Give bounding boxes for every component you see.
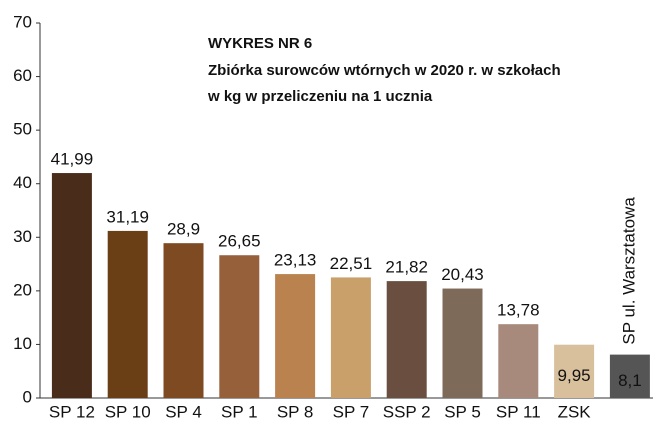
bar (330, 277, 371, 398)
bar (219, 255, 260, 398)
bar (386, 281, 427, 398)
value-label: 21,82 (385, 258, 428, 277)
bar (51, 173, 92, 398)
bar (163, 243, 204, 398)
x-tick-label: SSP 2 (383, 402, 431, 421)
y-tick-label: 70 (13, 12, 32, 31)
value-label: 8,1 (618, 371, 642, 390)
value-label: 13,78 (497, 301, 540, 320)
bar (107, 230, 148, 398)
bar (442, 288, 483, 398)
value-label: 9,95 (558, 366, 591, 385)
x-tick-label: SP 11 (496, 402, 541, 421)
bar (554, 344, 595, 398)
x-tick-label: ZSK (558, 402, 592, 421)
y-tick-label: 50 (13, 120, 32, 139)
x-tick-label: SP 7 (333, 402, 370, 421)
x-tick-label: SP 1 (221, 402, 258, 421)
y-tick-label: 60 (13, 66, 32, 85)
x-tick-label: SP 8 (277, 402, 314, 421)
bar (275, 274, 316, 398)
value-label: 26,65 (218, 232, 261, 251)
chart-subtitle: w kg w przeliczeniu na 1 ucznia (207, 88, 433, 105)
x-tick-label: SP ul. Warsztatowa (619, 197, 638, 345)
chart-subtitle: Zbiórka surowców wtórnych w 2020 r. w sz… (208, 62, 561, 79)
x-tick-label: SP 10 (105, 402, 151, 421)
y-tick-label: 40 (13, 173, 32, 192)
bar (609, 354, 650, 398)
value-label: 28,9 (167, 220, 200, 239)
value-label: 31,19 (106, 207, 149, 226)
chart-title: WYKRES NR 6 (208, 35, 312, 52)
y-tick-label: 20 (13, 280, 32, 299)
y-tick-label: 0 (23, 387, 32, 406)
bar (498, 324, 539, 398)
value-label: 20,43 (441, 265, 484, 284)
value-label: 41,99 (51, 150, 94, 169)
x-tick-label: SP 4 (165, 402, 202, 421)
x-tick-label: SP 5 (444, 402, 481, 421)
x-tick-label: SP 12 (49, 402, 95, 421)
y-tick-label: 10 (13, 334, 32, 353)
value-label: 22,51 (330, 254, 373, 273)
value-label: 23,13 (274, 251, 317, 270)
y-tick-label: 30 (13, 227, 32, 246)
